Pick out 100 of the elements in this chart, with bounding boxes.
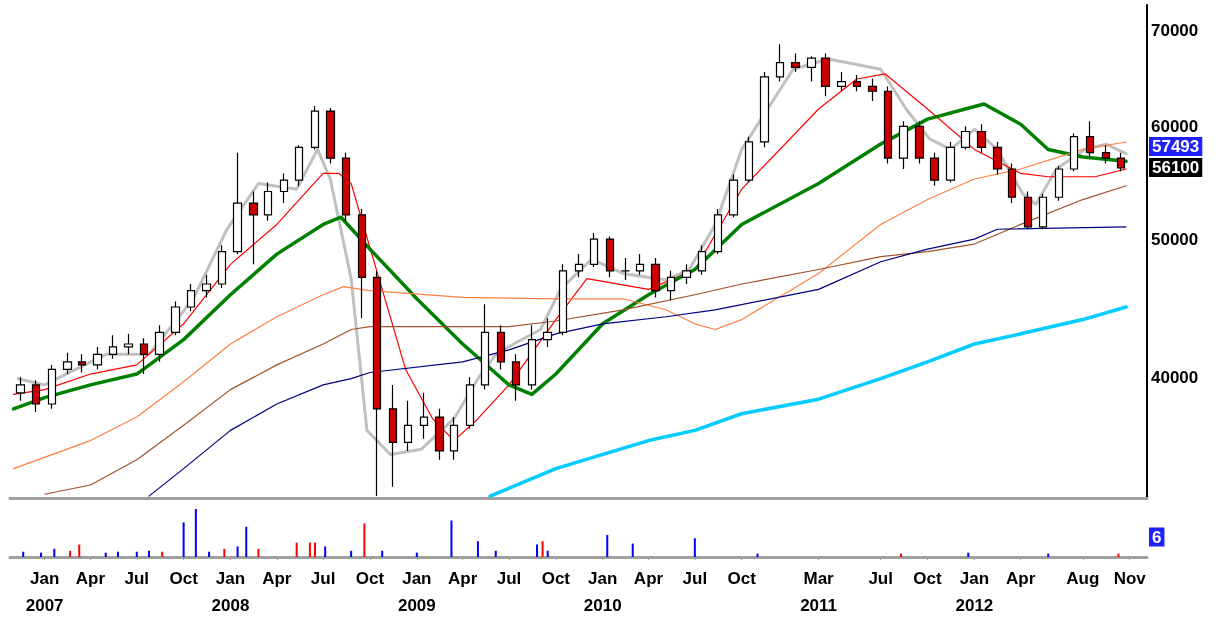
candlestick	[820, 52, 831, 97]
bar	[476, 541, 479, 557]
x-tick-label: Nov	[1113, 569, 1147, 588]
candlestick	[728, 173, 739, 218]
candlestick	[372, 270, 382, 497]
candlestick	[605, 236, 615, 278]
candlestick	[232, 152, 243, 255]
bar	[53, 548, 56, 557]
bar	[381, 550, 384, 557]
candlestick	[294, 144, 304, 187]
candlestick	[650, 257, 661, 299]
candlestick	[852, 74, 862, 92]
x-tick-label: Oct	[355, 569, 385, 588]
x-tick-label: Jan 2008	[211, 569, 250, 615]
candlestick	[511, 353, 521, 402]
bar	[135, 551, 138, 557]
x-tick-label: Oct	[727, 569, 757, 588]
bar	[78, 544, 81, 557]
candlestick	[976, 123, 987, 154]
candlestick	[558, 263, 568, 336]
text: 57493	[1152, 136, 1200, 156]
candlestick	[434, 408, 445, 461]
candlestick	[945, 141, 956, 183]
x-tick-label: Oct	[913, 569, 943, 588]
candlestick	[170, 300, 181, 336]
x-tick-label: Jul	[310, 569, 336, 588]
line-series	[12, 141, 1127, 470]
bar	[363, 523, 366, 557]
x-tick-label: Aug	[1066, 569, 1100, 588]
x-tick-label: Apr	[1006, 569, 1036, 588]
bar	[450, 520, 453, 557]
bar	[631, 543, 634, 557]
candlestick	[898, 120, 909, 170]
candlestick	[1101, 144, 1111, 165]
candlestick	[759, 71, 770, 148]
bar	[324, 546, 327, 557]
candlestick	[31, 379, 41, 413]
y-tick-label: 70000	[1151, 21, 1199, 41]
candlestick	[263, 181, 273, 222]
candlestick	[542, 317, 553, 348]
candlestick	[1116, 152, 1126, 172]
line-series	[11, 102, 1128, 411]
bar	[245, 526, 248, 557]
candlestick	[480, 303, 490, 391]
candlestick	[836, 71, 847, 92]
bar	[236, 546, 239, 557]
candlestick	[449, 416, 459, 461]
bar	[308, 542, 311, 557]
candlestick	[527, 324, 537, 391]
candlestick	[666, 270, 676, 301]
bar	[69, 550, 72, 557]
bar	[257, 548, 260, 557]
candlestick	[620, 257, 631, 281]
x-tick-label: Apr	[75, 569, 106, 588]
candlestick	[744, 136, 754, 183]
candlestick	[960, 125, 971, 151]
x-tick-label: Apr	[633, 569, 664, 588]
candlestick	[574, 253, 584, 278]
candlestick	[713, 208, 723, 255]
bar	[494, 550, 497, 557]
candlestick	[15, 376, 26, 402]
x-tick-label: Jan 2007	[25, 569, 64, 615]
candlestick	[681, 263, 692, 285]
candlestick	[325, 107, 336, 165]
candlestick	[790, 52, 801, 73]
x-tick-label: Jul	[496, 569, 522, 588]
y-tick-label: 50000	[1151, 229, 1199, 249]
x-tick-label: Jul	[868, 569, 893, 588]
candlestick	[62, 352, 73, 375]
candlestick	[465, 376, 475, 430]
candlestick	[992, 141, 1003, 176]
candlestick	[217, 244, 227, 289]
text: 56100	[1152, 157, 1200, 177]
candlestick	[883, 85, 893, 165]
candlestick	[47, 364, 57, 410]
x-tick-label: Jan 2010	[583, 569, 622, 615]
x-tick-label: Jul	[682, 569, 708, 588]
candlestick	[589, 232, 599, 268]
candlestick	[867, 78, 878, 102]
x-tick-label: Mar 2011	[800, 569, 838, 615]
candlestick	[697, 244, 707, 276]
candlestick	[929, 152, 940, 187]
candlestick	[248, 190, 259, 265]
candlestick	[123, 333, 134, 355]
candlestick	[154, 324, 165, 363]
bar	[536, 544, 538, 557]
candlestick	[388, 384, 398, 488]
text: 6	[1152, 527, 1162, 547]
candlestick	[1085, 120, 1095, 157]
candlestick	[1038, 193, 1048, 230]
bar	[208, 551, 211, 557]
bar	[116, 551, 119, 557]
candlestick	[139, 337, 149, 375]
candlestick	[775, 43, 785, 83]
line-series	[148, 226, 1127, 497]
y-tick-label: 40000	[1151, 367, 1199, 387]
bar	[314, 542, 316, 557]
bar	[693, 538, 696, 557]
bar	[194, 509, 197, 557]
line-series	[488, 305, 1128, 498]
